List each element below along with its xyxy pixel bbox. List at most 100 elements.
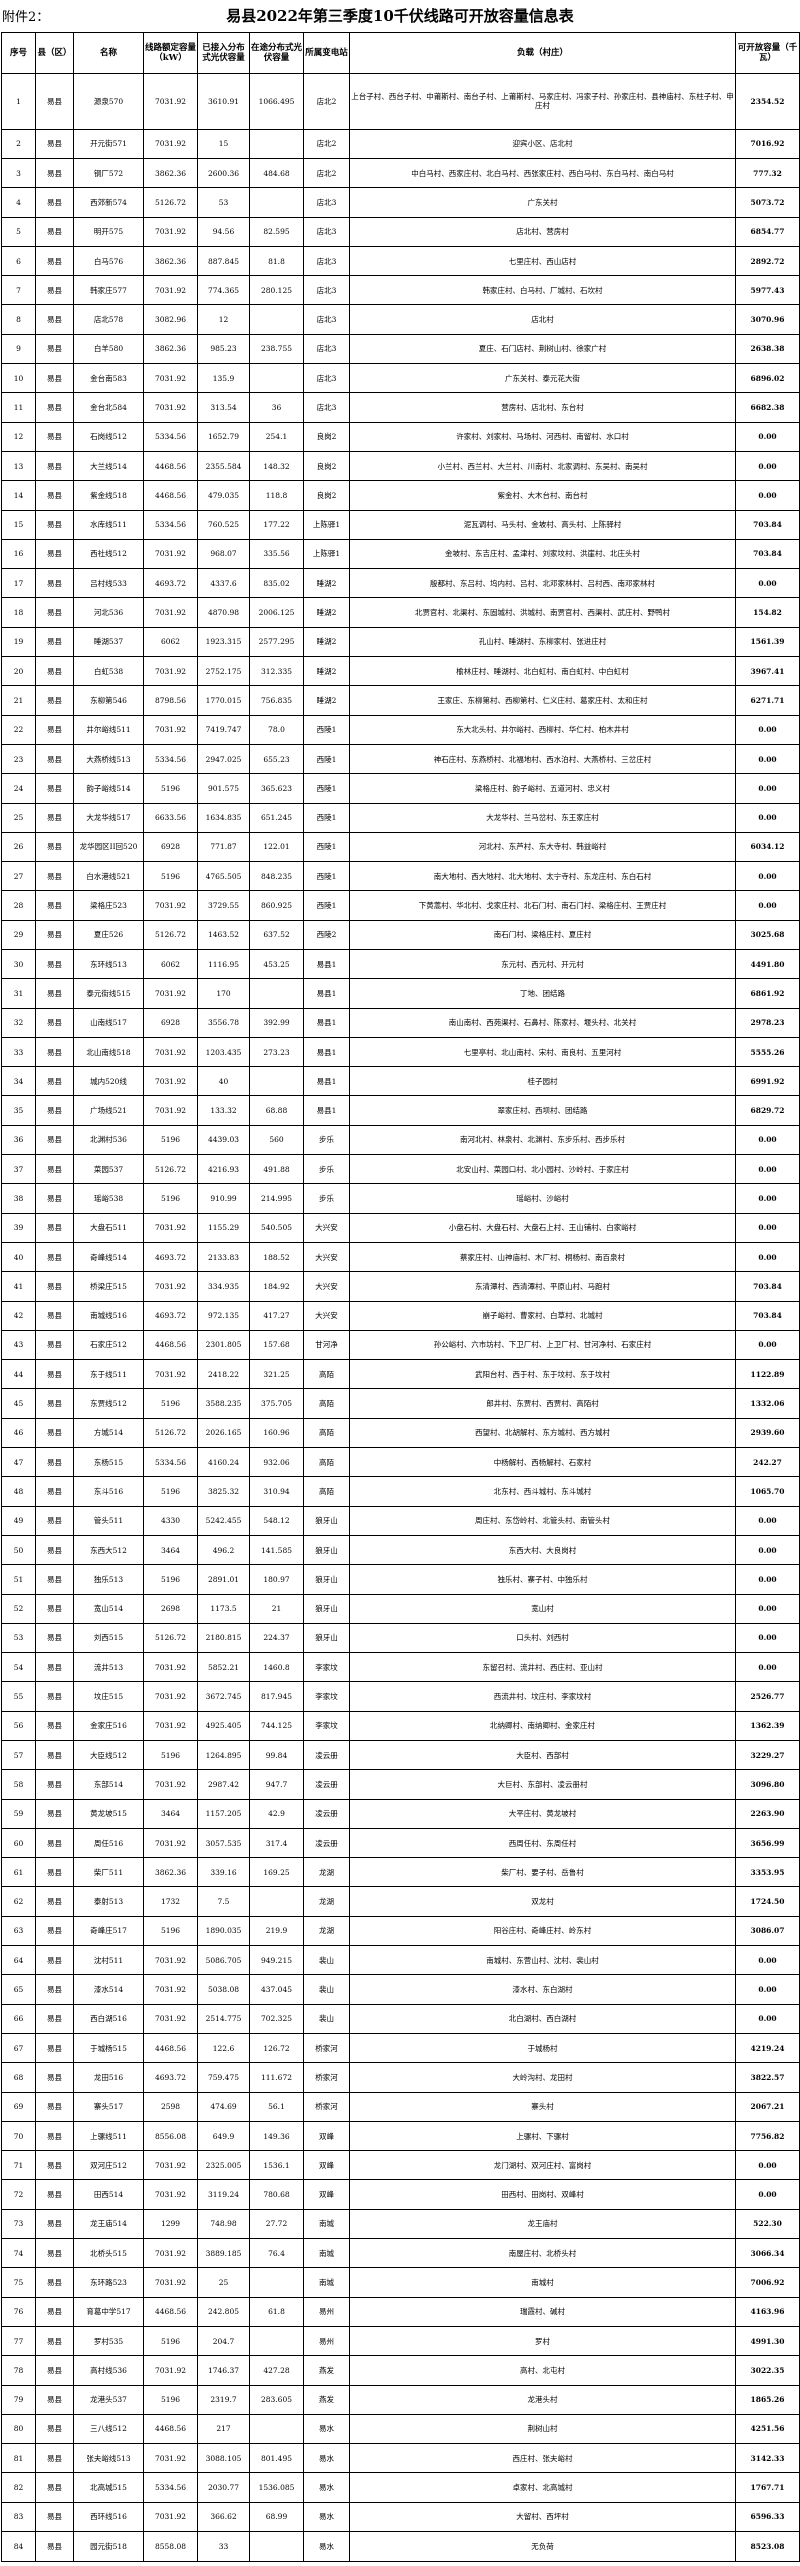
table-cell: 848.235: [249, 861, 304, 892]
table-cell: 40: [197, 1066, 250, 1097]
table-cell: 53: [197, 187, 250, 218]
table-cell: 阳谷庄村、奇峰庄村、岭东村: [349, 1915, 736, 1947]
table-cell: 凌云册: [303, 1769, 350, 1800]
column-header: 在途分布式光伏容量: [249, 32, 304, 74]
table-cell: 1157.205: [197, 1798, 250, 1829]
table-cell: 21: [1, 685, 36, 716]
table-cell: 易县: [35, 1241, 74, 1273]
table-cell: 3086.07: [735, 1915, 800, 1947]
table-cell: 睡湖2: [303, 597, 350, 628]
table-cell: 瑞霞村、碱村: [349, 2296, 736, 2327]
table-cell: 大兴安: [303, 1300, 350, 1331]
table-cell: 易县: [35, 1359, 74, 1390]
table-cell: 43: [1, 1329, 36, 1361]
table-cell: 南屋庄村、北桥头村: [349, 2238, 736, 2269]
table-cell: 南城村: [349, 2267, 736, 2298]
table-cell: 坟庄515: [73, 1681, 144, 1712]
table-cell: 西陵1: [303, 861, 350, 892]
table-row: 49 易县 管头511 4330 5242.455 548.12 狼牙山 周庄村、东岱岭村、北…: [1, 1505, 800, 1536]
table-cell: 2006.125: [249, 597, 304, 628]
table-cell: 周任516: [73, 1827, 144, 1859]
table-cell: 易县: [35, 1622, 74, 1654]
table-cell: 1724.50: [735, 1886, 800, 1917]
table-cell: 大兴安: [303, 1212, 350, 1243]
table-cell: 81.8: [249, 245, 304, 277]
table-cell: 6991.92: [735, 1066, 800, 1097]
table-cell: 38: [1, 1183, 36, 1214]
table-cell: 0.00: [735, 1124, 800, 1156]
table-cell: 7016.92: [735, 128, 800, 159]
table-cell: 奇峰庄517: [73, 1915, 144, 1947]
table-cell: 339.16: [197, 1857, 250, 1888]
table-cell: 66: [1, 2003, 36, 2034]
table-cell: 7031.92: [143, 1945, 198, 1976]
table-cell: 2355.584: [197, 450, 250, 482]
table-cell: 3464: [143, 1798, 198, 1829]
table-cell: 小盘石村、大盘石村、大盘石上村、王山铺村、白家峪村: [349, 1212, 736, 1243]
table-cell: 7031.92: [143, 1271, 198, 1302]
table-cell: 33: [1, 1036, 36, 1068]
table-cell: 下黄蒿村、华北村、戈家庄村、北石门村、南石门村、梁格庄村、王贾庄村: [349, 890, 736, 921]
table-cell: 易县: [35, 1945, 74, 1976]
table-cell: 4163.96: [735, 2296, 800, 2327]
table-cell: 17: [1, 568, 36, 599]
table-cell: 南城村、东营山村、沈村、裴山村: [349, 1945, 736, 1976]
table-cell: 12: [197, 304, 250, 335]
table-cell: 170: [197, 978, 250, 1009]
table-cell: 4991.30: [735, 2325, 800, 2357]
table-cell: 于城杨村: [349, 2032, 736, 2064]
table-cell: 0.00: [735, 1329, 800, 1361]
table-row: 26 易县 龙华园区II回520 6928 771.87 122.01 西陵1 河北村、东芦村…: [1, 831, 800, 863]
table-cell: 63: [1, 1915, 36, 1947]
table-cell: 6829.72: [735, 1095, 800, 1126]
table-row: 38 易县 瑶峪538 5196 910.99 214.995 步乐 瑶峪村、沙峪村 0.00: [1, 1183, 800, 1214]
table-row: 50 易县 东西大512 3464 496.2 141.585 狼牙山 东西大村、大良岗村 0.…: [1, 1534, 800, 1566]
table-row: 17 易县 吕村线533 4693.72 4337.6 835.02 睡湖2 殷都村、东吕村、…: [1, 568, 800, 599]
table-cell: 易县: [35, 1447, 74, 1478]
table-cell: 748.98: [197, 2208, 250, 2240]
table-cell: 易县: [35, 157, 74, 189]
table-cell: 育葛中学517: [73, 2296, 144, 2327]
table-cell: 步乐: [303, 1154, 350, 1185]
table-cell: 3656.99: [735, 1827, 800, 1859]
table-cell: 985.23: [197, 333, 250, 365]
table-cell: 0.00: [735, 2179, 800, 2210]
table-cell: 651.245: [249, 802, 304, 833]
table-cell: 84: [1, 2531, 36, 2562]
table-cell: 易县: [35, 1886, 74, 1917]
table-cell: 637.52: [249, 919, 304, 950]
table-cell: 大臣村、西部村: [349, 1739, 736, 1771]
table-cell: 易县: [35, 2325, 74, 2357]
table-cell: 易水: [303, 2472, 350, 2503]
table-cell: 1463.52: [197, 919, 250, 950]
table-cell: 河北536: [73, 597, 144, 628]
table-cell: 74: [1, 2238, 36, 2269]
table-cell: 田西村、田岗村、双峰村: [349, 2179, 736, 2210]
table-cell: 3096.80: [735, 1769, 800, 1800]
table-row: 3 易县 钢厂572 3862.36 2600.36 484.68 店北2 中白马村、西家庄村…: [1, 157, 800, 189]
table-cell: 0.00: [735, 1945, 800, 1976]
table-cell: 易县: [35, 861, 74, 892]
table-cell: 南城: [303, 2238, 350, 2269]
table-cell: 59: [1, 1798, 36, 1829]
table-cell: 易县: [35, 802, 74, 833]
table-row: 18 易县 河北536 7031.92 4870.98 2006.125 睡湖2 北贾官村、北…: [1, 597, 800, 628]
table-cell: 760.525: [197, 509, 250, 540]
table-cell: 龙港头村: [349, 2384, 736, 2415]
table-cell: 5196: [143, 1388, 198, 1419]
table-cell: 良岗2: [303, 480, 350, 511]
table-cell: 北高城515: [73, 2472, 144, 2503]
table-cell: 5334.56: [143, 2472, 198, 2503]
table-cell: 15: [1, 509, 36, 540]
table-cell: 6928: [143, 831, 198, 863]
table-cell: 491.88: [249, 1154, 304, 1185]
table-cell: 242.805: [197, 2296, 250, 2327]
table-cell: 2987.42: [197, 1769, 250, 1800]
column-header: 线路额定容量（kW）: [143, 32, 198, 74]
header-row: 序号 县（区） 名称 线路额定容量（kW） 已接入分布式光伏容量 在途分布式光伏容量 所属变…: [1, 32, 800, 74]
table-cell: 西白湖516: [73, 2003, 144, 2034]
table-cell: 孔山村、睡湖村、东柳家村、张进庄村: [349, 626, 736, 658]
table-cell: 狼牙山: [303, 1622, 350, 1654]
table-row: 83 易县 西环线516 7031.92 366.62 68.99 易水 大留村、西坪村 659…: [1, 2501, 800, 2533]
